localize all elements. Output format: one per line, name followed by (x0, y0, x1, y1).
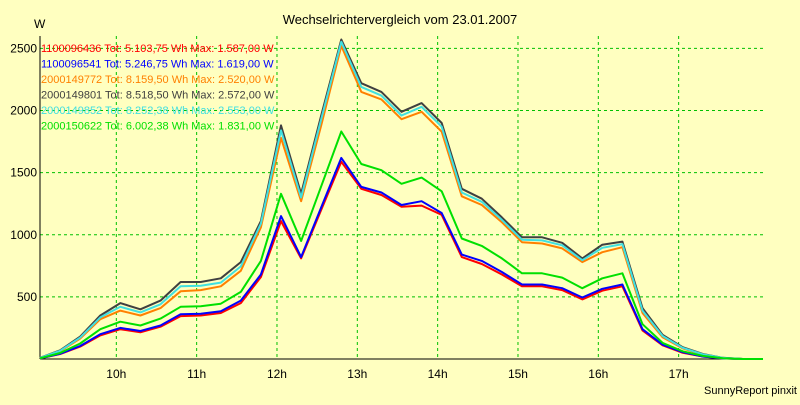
y-axis-label: W (34, 17, 46, 31)
x-tick-label: 10h (106, 367, 126, 381)
y-tick-label: 1000 (10, 228, 37, 242)
legend-entry-2000149852: 2000149852 Tot: 8.252,38 Wh Max: 2.553,0… (41, 105, 275, 117)
y-tick-label: 1500 (10, 166, 37, 180)
series-line-1100096541 (39, 156, 763, 360)
legend-entry-2000149772: 2000149772 Tot: 8.159,50 Wh Max: 2.520,0… (41, 74, 275, 86)
y-tick-label: 2500 (10, 41, 37, 55)
x-tick-label: 16h (588, 367, 608, 381)
x-tick-label: 17h (669, 367, 689, 381)
series-line-2000150622 (39, 130, 763, 360)
series-lines (39, 38, 763, 360)
x-tick-label: 14h (428, 367, 448, 381)
chart-title: Wechselrichtervergleich vom 23.01.2007 (283, 12, 518, 27)
footer-credit: SunnyReport pinxit (704, 385, 797, 397)
axes: 500 1000 1500 2000 2500 10h 11h 12h 13h 14h 15h 16h… (10, 36, 763, 381)
legend-entry-2000150622: 2000150622 Tot: 6.002,38 Wh Max: 1.831,0… (41, 121, 275, 133)
series-line-2000149772 (39, 44, 763, 360)
legend-entry-1100096541: 1100096541 Tot: 5.246,75 Wh Max: 1.619,0… (41, 59, 274, 71)
x-tick-label: 12h (267, 367, 287, 381)
legend-entry-1100096436: 1100096436 Tot: 5.103,75 Wh Max: 1.587,0… (41, 43, 274, 55)
series-line-2000149852 (39, 40, 763, 360)
y-tick-label: 500 (17, 290, 37, 304)
y-tick-label: 2000 (10, 104, 37, 118)
x-tick-label: 11h (187, 367, 206, 381)
x-tick-label: 13h (347, 367, 367, 381)
legend-entry-2000149801: 2000149801 Tot: 8.518,50 Wh Max: 2.572,0… (41, 90, 275, 102)
x-tick-label: 15h (508, 367, 528, 381)
legend: 1100096436 Tot: 5.103,75 Wh Max: 1.587,0… (41, 43, 275, 133)
